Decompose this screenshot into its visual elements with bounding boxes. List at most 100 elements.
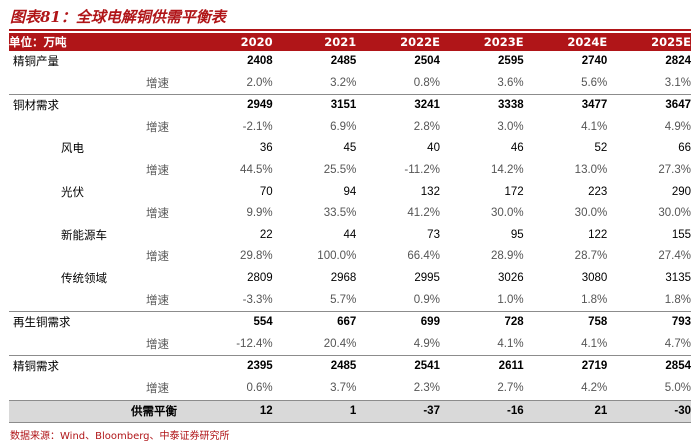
cell-value: 554 — [189, 311, 273, 334]
cell-value: 2.8% — [413, 120, 440, 133]
cell-value: 4.9% — [413, 337, 440, 350]
cell-value: 3135 — [665, 271, 691, 284]
cell-value: 2595 — [498, 55, 524, 67]
cell-value: 20.4% — [323, 337, 357, 350]
cell-value: 13.0% — [574, 163, 608, 176]
cell-value: 45 — [343, 142, 357, 155]
copper-products-demand-row: 铜材需求 2949 3151 3241 3338 3477 3647 — [9, 94, 691, 117]
cell-value: 30.0% — [491, 207, 524, 220]
row-label: 增速 — [146, 292, 169, 307]
table-header-row: 单位：万吨 2020 2021 2022E 2023E 2024E 2025E — [9, 33, 691, 51]
cell-value: 4.7% — [664, 337, 691, 350]
cell-value: 73 — [427, 228, 440, 241]
cell-value: 3338 — [439, 94, 524, 117]
cell-value: 40 — [427, 142, 440, 155]
cell-value: 4.1% — [581, 337, 608, 350]
cell-value: 1.0% — [497, 293, 524, 306]
cell-value: 793 — [607, 311, 691, 334]
row-label: 增速 — [146, 162, 169, 177]
cell-value: 3080 — [581, 271, 608, 284]
cell-value: 2809 — [247, 271, 273, 284]
cell-value: 3.7% — [330, 381, 357, 394]
year-header: 2021 — [272, 33, 357, 51]
cell-value: 3.1% — [664, 76, 691, 89]
row-label: 增速 — [146, 336, 169, 351]
cell-value: 44.5% — [240, 163, 273, 176]
cell-value: -3.3% — [242, 293, 273, 306]
source-note: 数据来源：Wind、Bloomberg、中泰证券研究所 — [10, 431, 230, 442]
cell-value: 728 — [439, 311, 524, 334]
refined-copper-demand-row: 精铜需求 2395 2485 2541 2611 2719 2854 — [9, 355, 691, 378]
cell-value: 27.4% — [658, 250, 691, 263]
row-label: 增速 — [146, 75, 169, 90]
cell-value: 699 — [356, 311, 440, 334]
cell-value: 1.8% — [664, 293, 691, 306]
row-label: 传统领域 — [61, 270, 107, 285]
cell-value: 70 — [259, 185, 273, 198]
cell-value: 2541 — [356, 355, 440, 378]
cell-value: 0.6% — [246, 381, 273, 394]
cell-value: 2995 — [414, 271, 440, 284]
cell-value: 5.0% — [664, 381, 691, 394]
year-header: 2020 — [189, 33, 273, 51]
cell-value: 25.5% — [323, 163, 357, 176]
growth-row: 增速 2.0% 3.2% 0.8% 3.6% 5.6% 3.1% — [9, 73, 691, 95]
refined-copper-output-row: 精铜产量 2408 2485 2504 2595 2740 2824 — [9, 51, 691, 73]
cell-value: 30.0% — [574, 207, 608, 220]
cell-value: 2.3% — [413, 381, 440, 394]
cell-value: 4.1% — [581, 120, 608, 133]
cell-value: 2.7% — [497, 381, 524, 394]
growth-row: 增速 44.5% 25.5% -11.2% 14.2% 13.0% 27.3% — [9, 160, 691, 182]
cell-value: 2.0% — [246, 76, 273, 89]
cell-value: 132 — [420, 185, 440, 198]
cell-value: 290 — [671, 185, 691, 198]
cell-value: -16 — [439, 399, 524, 424]
year-header: 2025E — [607, 33, 691, 51]
supply-demand-balance-row: 供需平衡 12 1 -37 -16 21 -30 — [9, 399, 691, 424]
cell-value: -37 — [356, 399, 440, 424]
cell-value: 155 — [671, 228, 691, 241]
cell-value: 21 — [523, 399, 608, 424]
cell-value: 4.1% — [497, 337, 524, 350]
cell-value: 66.4% — [407, 250, 440, 263]
row-label: 精铜需求 — [9, 355, 189, 378]
year-header: 2023E — [439, 33, 524, 51]
cell-value: 2395 — [189, 355, 273, 378]
traditional-sector-row: 传统领域 2809 2968 2995 3026 3080 3135 — [9, 268, 691, 290]
row-label: 新能源车 — [61, 227, 107, 242]
cell-value: 3241 — [356, 94, 440, 117]
cell-value: 667 — [272, 311, 357, 334]
growth-row: 增速 -3.3% 5.7% 0.9% 1.0% 1.8% 1.8% — [9, 290, 691, 312]
cell-value: 2968 — [330, 271, 357, 284]
row-label: 增速 — [146, 380, 169, 395]
row-label: 增速 — [146, 119, 169, 134]
cell-value: 0.9% — [413, 293, 440, 306]
growth-row: 增速 29.8% 100.0% 66.4% 28.9% 28.7% 27.4% — [9, 246, 691, 268]
cell-value: 0.8% — [413, 76, 440, 89]
cell-value: 5.6% — [581, 76, 608, 89]
cell-value: 41.2% — [407, 207, 440, 220]
cell-value: 27.3% — [658, 163, 691, 176]
cell-value: -30 — [607, 399, 691, 424]
cell-value: 94 — [343, 185, 357, 198]
cell-value: 66 — [678, 142, 691, 155]
cell-value: 172 — [504, 185, 524, 198]
row-label: 光伏 — [61, 184, 84, 199]
row-label: 精铜产量 — [13, 54, 59, 68]
cell-value: 29.8% — [240, 250, 273, 263]
figure-title: 图表81：全球电解铜供需平衡表 — [10, 8, 226, 26]
cell-value: 5.7% — [330, 293, 357, 306]
cell-value: 12 — [189, 399, 273, 424]
growth-row: 增速 -12.4% 20.4% 4.9% 4.1% 4.1% 4.7% — [9, 334, 691, 356]
cell-value: 2824 — [665, 55, 691, 67]
cell-value: 22 — [259, 228, 273, 241]
row-label: 增速 — [146, 206, 169, 221]
nev-row: 新能源车 22 44 73 95 122 155 — [9, 225, 691, 247]
cell-value: -12.4% — [236, 337, 273, 350]
title-rule — [9, 29, 691, 31]
cell-value: 14.2% — [491, 163, 524, 176]
cell-value: 100.0% — [317, 250, 357, 263]
cell-value: 52 — [594, 142, 608, 155]
year-header: 2024E — [523, 33, 608, 51]
row-label: 增速 — [146, 249, 169, 264]
